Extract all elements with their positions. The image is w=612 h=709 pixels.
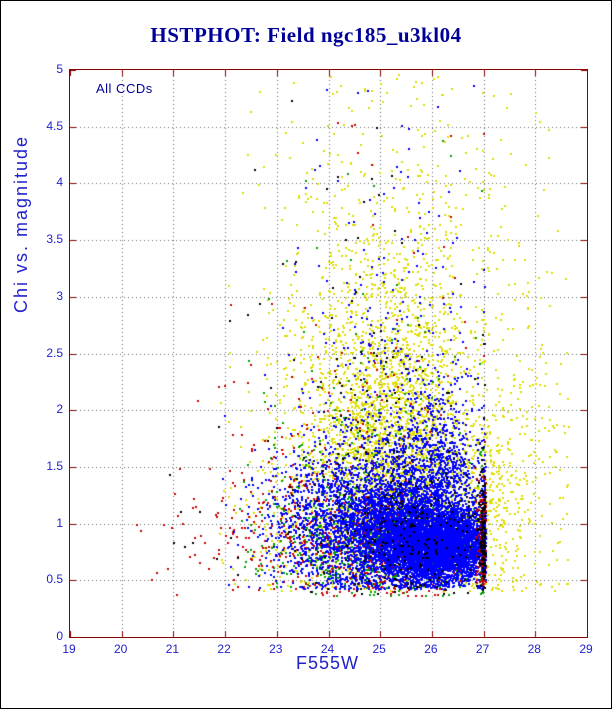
y-axis-label: Chi vs. magnitude — [11, 134, 31, 313]
x-tick-label: 29 — [579, 642, 593, 656]
ccd-annotation: All CCDs — [96, 81, 153, 96]
x-tick-label: 25 — [372, 642, 386, 656]
y-tick-label: 0.5 — [46, 572, 63, 587]
x-tick-label: 23 — [269, 642, 283, 656]
y-tick-label: 3.5 — [46, 232, 63, 247]
chart-title: HSTPHOT: Field ngc185_u3kl04 — [150, 23, 462, 47]
x-tick-label: 20 — [114, 642, 128, 656]
y-tick-label: 0 — [56, 629, 63, 643]
x-tick-label: 26 — [424, 642, 438, 656]
y-tick-label: 1 — [56, 515, 63, 530]
x-tick-label: 19 — [62, 642, 76, 656]
y-tick-label: 1.5 — [46, 458, 63, 473]
y-tick-label: 2.5 — [46, 345, 63, 360]
y-tick-label: 5 — [56, 62, 63, 76]
y-tick-label: 3 — [56, 288, 63, 303]
x-tick-label: 27 — [475, 642, 490, 656]
y-tick-label: 4 — [56, 175, 63, 190]
y-tick-label: 4.5 — [46, 118, 63, 133]
x-axis-label: F555W — [295, 653, 360, 673]
y-tick-label: 2 — [56, 402, 63, 417]
plot-area: All CCDs — [69, 69, 588, 638]
x-tick-label: 22 — [217, 642, 231, 656]
x-tick-label: 21 — [165, 642, 180, 656]
x-tick-label: 28 — [527, 642, 541, 656]
scatter-canvas — [70, 70, 587, 637]
x-tick-label: 24 — [320, 642, 335, 656]
